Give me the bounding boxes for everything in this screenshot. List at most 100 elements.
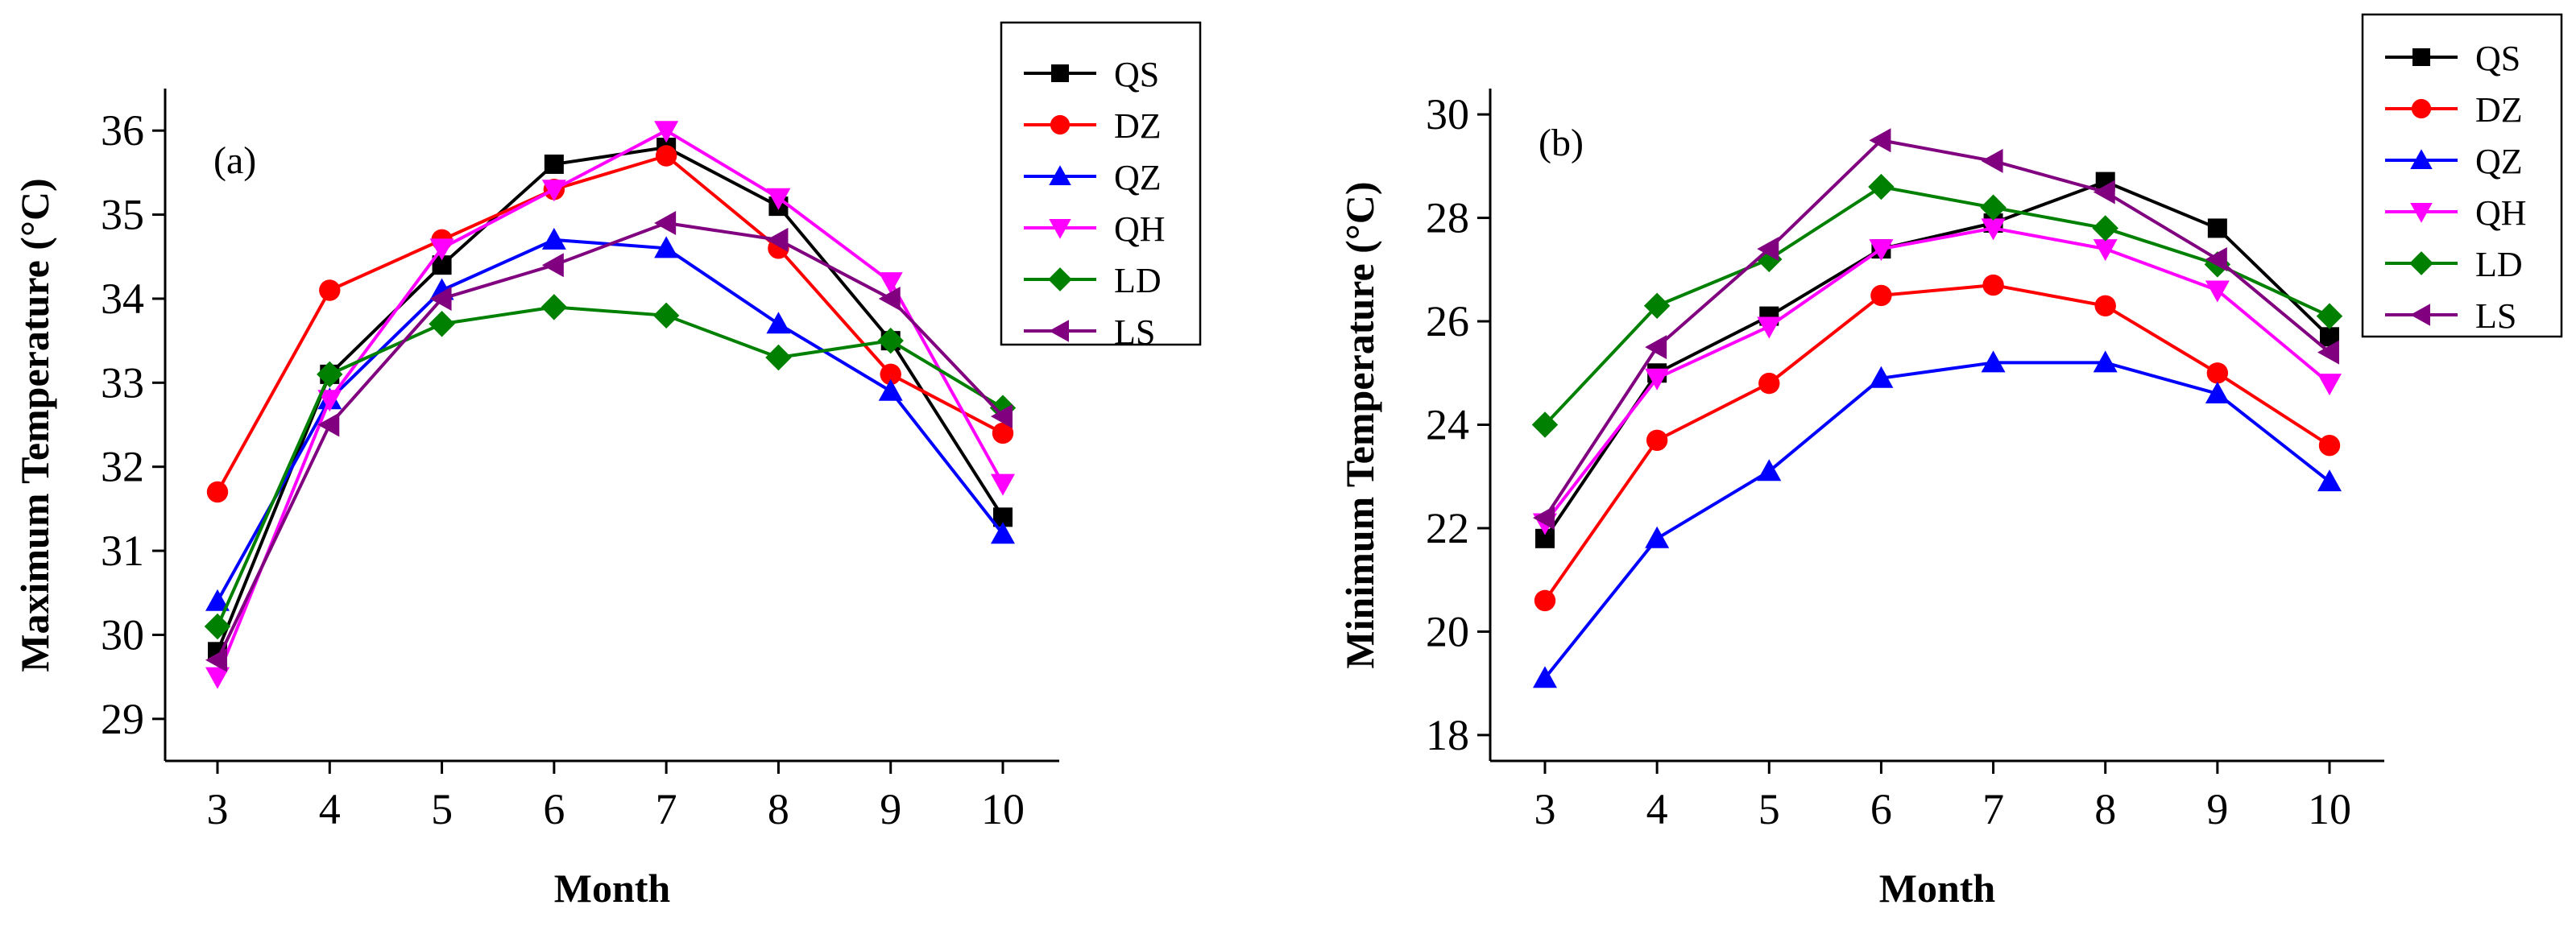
data-point xyxy=(877,327,904,354)
data-point xyxy=(991,473,1015,496)
y-tick-label: 35 xyxy=(101,191,144,239)
chart-panel-b: 18 20 22 24 26 28 30 3 4 5 6 7 8 9 10 Month Minimum Temp… xyxy=(1337,13,2563,911)
data-point xyxy=(878,378,903,401)
data-point xyxy=(1757,237,1779,262)
data-point xyxy=(655,145,677,167)
legend-label: QS xyxy=(1114,55,1159,94)
data-point xyxy=(2317,374,2342,396)
legend-item: LS xyxy=(1024,312,1155,352)
legend-label: DZ xyxy=(1114,106,1162,146)
data-point xyxy=(2093,180,2115,205)
x-tick-label: 3 xyxy=(207,785,229,833)
data-point xyxy=(2093,239,2118,262)
legend-item: LD xyxy=(2385,245,2523,284)
y-tick-label: 30 xyxy=(101,610,144,659)
legend-label: LD xyxy=(2475,245,2523,284)
legend-box xyxy=(1000,21,1202,346)
data-point xyxy=(1869,366,1894,388)
data-point xyxy=(2317,469,2342,492)
x-tick-label: 7 xyxy=(656,785,677,833)
data-point xyxy=(1980,194,2007,221)
panel-label: (a) xyxy=(213,139,256,182)
data-point xyxy=(991,404,1013,429)
y-tick-label: 18 xyxy=(1426,711,1469,759)
y-tick-label: 34 xyxy=(101,275,144,323)
legend-label: LS xyxy=(1114,312,1155,352)
legend-item: DZ xyxy=(1024,106,1162,146)
legend-marker xyxy=(2412,48,2430,66)
x-axis-title: Month xyxy=(554,866,671,911)
data-point xyxy=(2207,218,2227,238)
y-tick-label: 32 xyxy=(101,443,144,491)
series-line xyxy=(216,221,1004,661)
data-point xyxy=(2316,303,2343,329)
data-point xyxy=(1533,666,1557,688)
data-point xyxy=(1758,372,1780,395)
data-point xyxy=(2318,434,2341,457)
y-axis-title: Minimum Temperature (°C) xyxy=(1337,181,1382,668)
data-point xyxy=(1869,239,1894,262)
series-line xyxy=(1543,361,2331,680)
data-point xyxy=(766,188,791,210)
y-tick-label: 22 xyxy=(1426,504,1469,552)
legend-marker xyxy=(2410,149,2433,169)
data-point xyxy=(2205,381,2230,403)
data-point xyxy=(878,286,901,311)
y-tick-label: 20 xyxy=(1426,607,1469,655)
y-tick-label: 24 xyxy=(1426,401,1469,449)
legend-label: DZ xyxy=(2475,90,2523,130)
series-line xyxy=(1543,185,2330,426)
data-point xyxy=(205,589,230,611)
y-tick-label: 29 xyxy=(101,695,144,743)
data-point xyxy=(204,613,231,640)
legend-label: QS xyxy=(2475,39,2520,78)
legend-label: QH xyxy=(2475,193,2527,233)
y-tick-label: 31 xyxy=(101,527,144,575)
legend-label: LD xyxy=(1114,261,1162,300)
data-point xyxy=(880,363,901,386)
data-point xyxy=(205,667,230,689)
data-point xyxy=(652,302,680,329)
series-line xyxy=(216,305,1004,627)
series-line xyxy=(1543,283,2331,602)
data-point xyxy=(1643,292,1671,319)
y-tick-label: 30 xyxy=(1426,90,1469,138)
x-tick-label: 6 xyxy=(543,785,565,833)
data-point xyxy=(1982,274,2004,296)
data-point xyxy=(1981,350,2006,373)
data-point xyxy=(2317,340,2339,365)
y-tick-label: 28 xyxy=(1426,194,1469,242)
series-line xyxy=(1543,226,2331,524)
series-line xyxy=(216,154,1004,493)
x-tick-label: 8 xyxy=(768,785,789,833)
data-point xyxy=(540,294,568,320)
legend: QS DZ QZ QH LD LS xyxy=(2361,13,2563,338)
data-point xyxy=(319,279,341,301)
data-point xyxy=(654,121,679,143)
x-tick-label: 4 xyxy=(1646,785,1668,833)
legend-label: QZ xyxy=(1114,158,1162,197)
data-point xyxy=(654,236,679,258)
series-line xyxy=(1543,180,2331,539)
x-tick-label: 10 xyxy=(981,785,1025,833)
data-point xyxy=(1870,284,1892,307)
data-point xyxy=(541,180,566,202)
data-point xyxy=(992,422,1014,444)
data-point xyxy=(206,481,229,503)
data-point xyxy=(541,227,566,250)
data-point xyxy=(2206,362,2229,384)
data-point xyxy=(1757,459,1782,482)
series-line xyxy=(216,146,1004,653)
series-dz xyxy=(206,145,1014,503)
x-tick-label: 9 xyxy=(2206,785,2228,833)
legend-marker xyxy=(1050,114,1071,135)
data-point xyxy=(544,154,564,174)
x-tick-label: 3 xyxy=(1534,785,1556,833)
legend-item: QS xyxy=(1024,55,1159,94)
x-tick-label: 10 xyxy=(2308,785,2351,833)
series-line xyxy=(1543,138,2331,519)
series-qs xyxy=(1535,172,2339,548)
series-ld xyxy=(1531,173,2343,438)
series-ls xyxy=(205,211,1013,672)
